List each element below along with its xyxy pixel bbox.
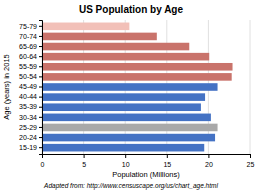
bar [42, 124, 218, 132]
tick: 25-29 [19, 124, 42, 131]
bars [42, 23, 233, 152]
bar [42, 23, 129, 31]
tick: 75-79 [19, 23, 42, 30]
tick-label: 0 [41, 161, 45, 168]
tick-label: 15-19 [19, 144, 37, 151]
tick: 50-54 [19, 73, 42, 80]
bar [42, 144, 204, 152]
tick: 40-44 [19, 93, 42, 100]
tick-label: 30-34 [19, 114, 37, 121]
grid [42, 20, 250, 154]
grid-line [250, 20, 251, 154]
tick-label: 25-29 [19, 124, 37, 131]
tick-mark [39, 66, 42, 67]
tick-label: 15 [163, 161, 171, 168]
tick-label: 20 [205, 161, 213, 168]
tick: 20 [205, 154, 213, 168]
tick: 5 [82, 154, 86, 168]
tick-mark [84, 154, 85, 158]
bar [42, 134, 215, 142]
tick: 35-39 [19, 103, 42, 110]
tick-label: 70-74 [19, 33, 37, 40]
tick: 20-24 [19, 134, 42, 141]
tick-mark [39, 76, 42, 77]
tick-label: 25 [247, 161, 255, 168]
chart: 0 5 10 15 20 25 15-19 20-24 25-29 30-34 35-39 40-44… [0, 0, 262, 192]
tick-label: 35-39 [19, 103, 37, 110]
bar [42, 83, 218, 91]
tick-label: 75-79 [19, 23, 37, 30]
x-axis: 0 5 10 15 20 25 [41, 154, 255, 168]
tick-label: 40-44 [19, 93, 37, 100]
tick-mark [39, 127, 42, 128]
tick: 10 [122, 154, 130, 168]
tick-label: 45-49 [19, 83, 37, 90]
tick-mark [39, 36, 42, 37]
tick-mark [208, 154, 209, 158]
tick: 25 [247, 154, 255, 168]
axis-line [43, 155, 251, 159]
tick-label: 10 [122, 161, 130, 168]
tick-mark [167, 154, 168, 158]
tick-mark [39, 147, 42, 148]
tick-mark [39, 87, 42, 88]
tick: 55-59 [19, 63, 42, 70]
tick-mark [39, 56, 42, 57]
tick: 0 [41, 154, 45, 168]
tick-mark [39, 46, 42, 47]
bar [42, 103, 201, 111]
tick-mark [125, 154, 126, 158]
tick-mark [250, 154, 251, 158]
tick: 65-69 [19, 43, 42, 50]
tick-mark [39, 107, 42, 108]
tick: 45-49 [19, 83, 42, 90]
tick-label: 55-59 [19, 63, 37, 70]
bar [42, 53, 209, 61]
bar [42, 63, 233, 71]
bar [42, 73, 232, 81]
x-axis-title: Population (Millions) [112, 170, 180, 179]
tick-mark [39, 97, 42, 98]
footnote: Adapted from: http://www.censuscape.org/… [43, 182, 218, 190]
tick-label: 5 [82, 161, 86, 168]
bar [42, 43, 189, 51]
plot-area: 0 5 10 15 20 25 15-19 20-24 25-29 30-34 35-39 40-44… [19, 20, 254, 168]
axis-line [39, 21, 43, 155]
tick-label: 65-69 [19, 43, 37, 50]
tick-mark [39, 26, 42, 27]
tick-label: 50-54 [19, 73, 37, 80]
tick: 30-34 [19, 114, 42, 121]
tick: 60-64 [19, 53, 42, 60]
tick-mark [39, 117, 42, 118]
tick-mark [39, 137, 42, 138]
bar [42, 33, 157, 41]
tick: 15 [163, 154, 171, 168]
bar [42, 114, 211, 122]
y-axis: 15-19 20-24 25-29 30-34 35-39 40-44 45-49 50-54… [19, 21, 42, 155]
y-axis-title: Age (years) in 2015 [2, 54, 11, 119]
tick-label: 20-24 [19, 134, 37, 141]
bar [42, 93, 205, 101]
tick-label: 60-64 [19, 53, 37, 60]
tick: 15-19 [19, 144, 42, 151]
tick: 70-74 [19, 33, 42, 40]
title: US Population by Age [79, 4, 184, 15]
